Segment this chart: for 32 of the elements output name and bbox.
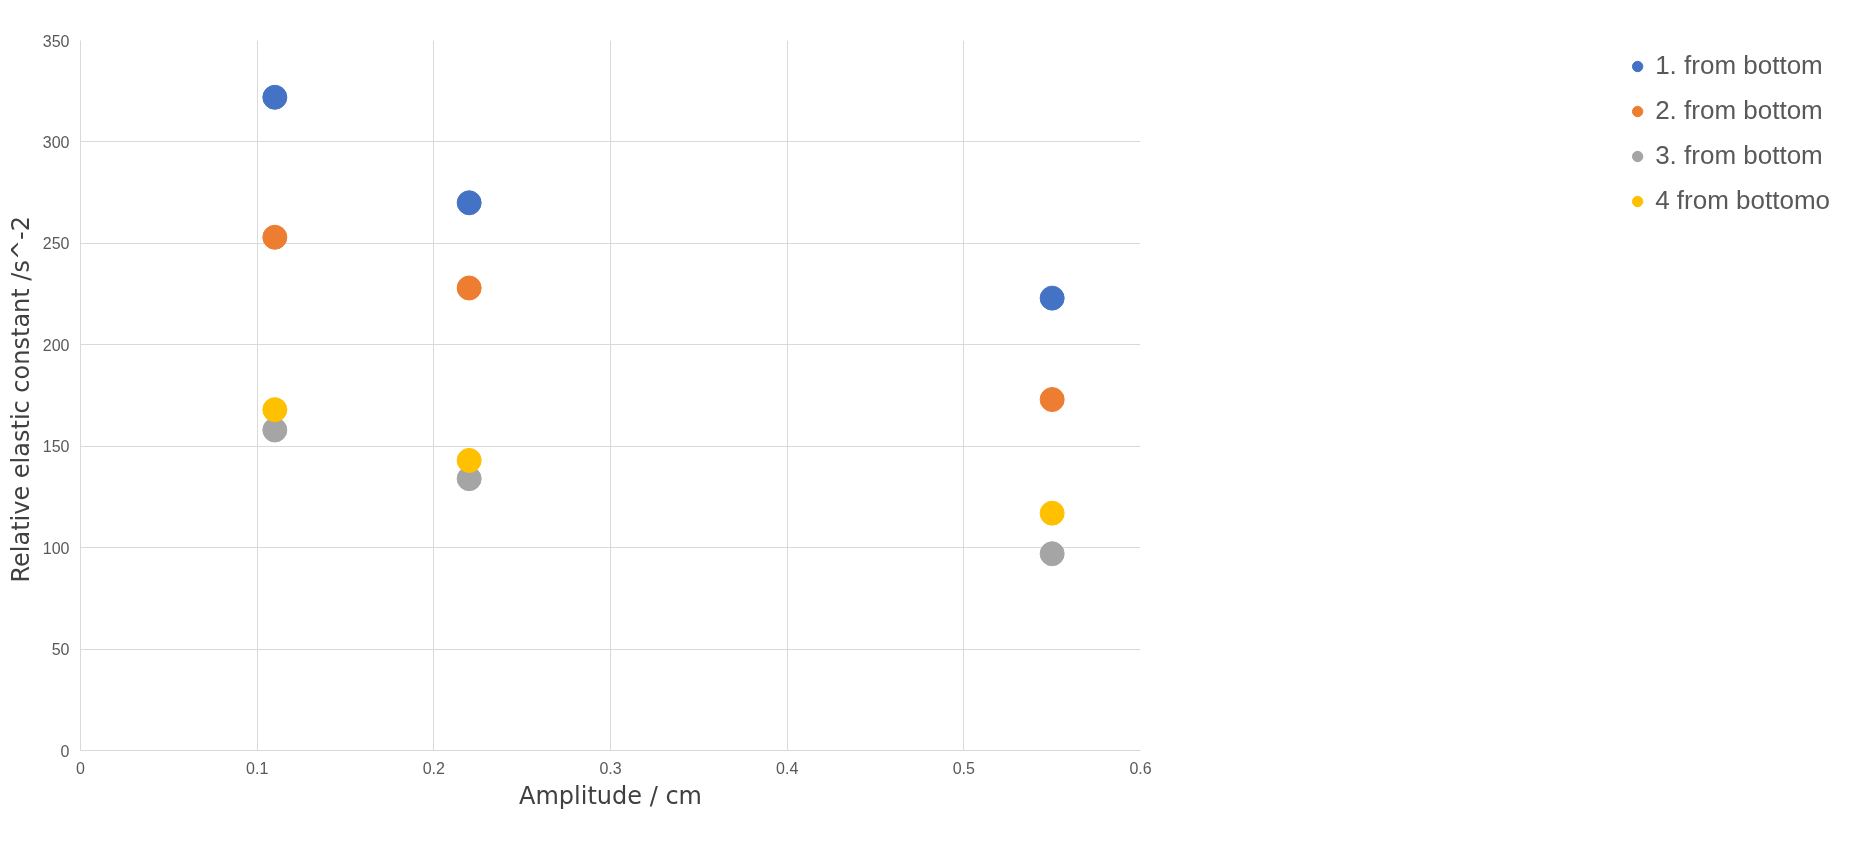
y-tick-label: 150 <box>42 438 70 456</box>
x-tick-label: 0.1 <box>246 759 269 777</box>
y-tick-label: 50 <box>51 641 70 659</box>
x-tick-label: 0.6 <box>1129 759 1152 777</box>
point <box>1039 387 1065 413</box>
point <box>1039 500 1065 526</box>
y-tick-label: 300 <box>42 133 70 151</box>
point <box>262 84 288 110</box>
point <box>262 417 288 443</box>
point <box>456 275 482 301</box>
legend-label: 3. from bottom <box>1655 140 1823 171</box>
legend-label: 2. from bottom <box>1655 95 1823 126</box>
y-axis-title: Relative elastic constant /s^-2 <box>6 216 35 583</box>
x-tick-label: 0 <box>76 759 86 777</box>
legend-label: 1. from bottom <box>1655 50 1823 81</box>
point <box>262 224 288 250</box>
x-tick-label: 0.3 <box>599 759 622 777</box>
y-tick-label: 100 <box>42 539 70 557</box>
point <box>456 190 482 216</box>
x-tick-label: 0.4 <box>776 759 799 777</box>
point <box>262 397 288 423</box>
y-tick-label: 250 <box>42 235 70 253</box>
x-axis-title: Amplitude / cm <box>519 781 702 810</box>
point <box>456 447 482 473</box>
legend-label: 4 from bottomo <box>1655 185 1830 216</box>
y-tick-label: 200 <box>42 336 70 354</box>
point <box>1039 285 1065 311</box>
x-tick-label: 0.2 <box>422 759 446 777</box>
point <box>1039 541 1065 567</box>
y-tick-label: 350 <box>42 32 70 50</box>
y-tick-label: 0 <box>60 742 70 760</box>
x-tick-label: 0.5 <box>952 759 976 777</box>
